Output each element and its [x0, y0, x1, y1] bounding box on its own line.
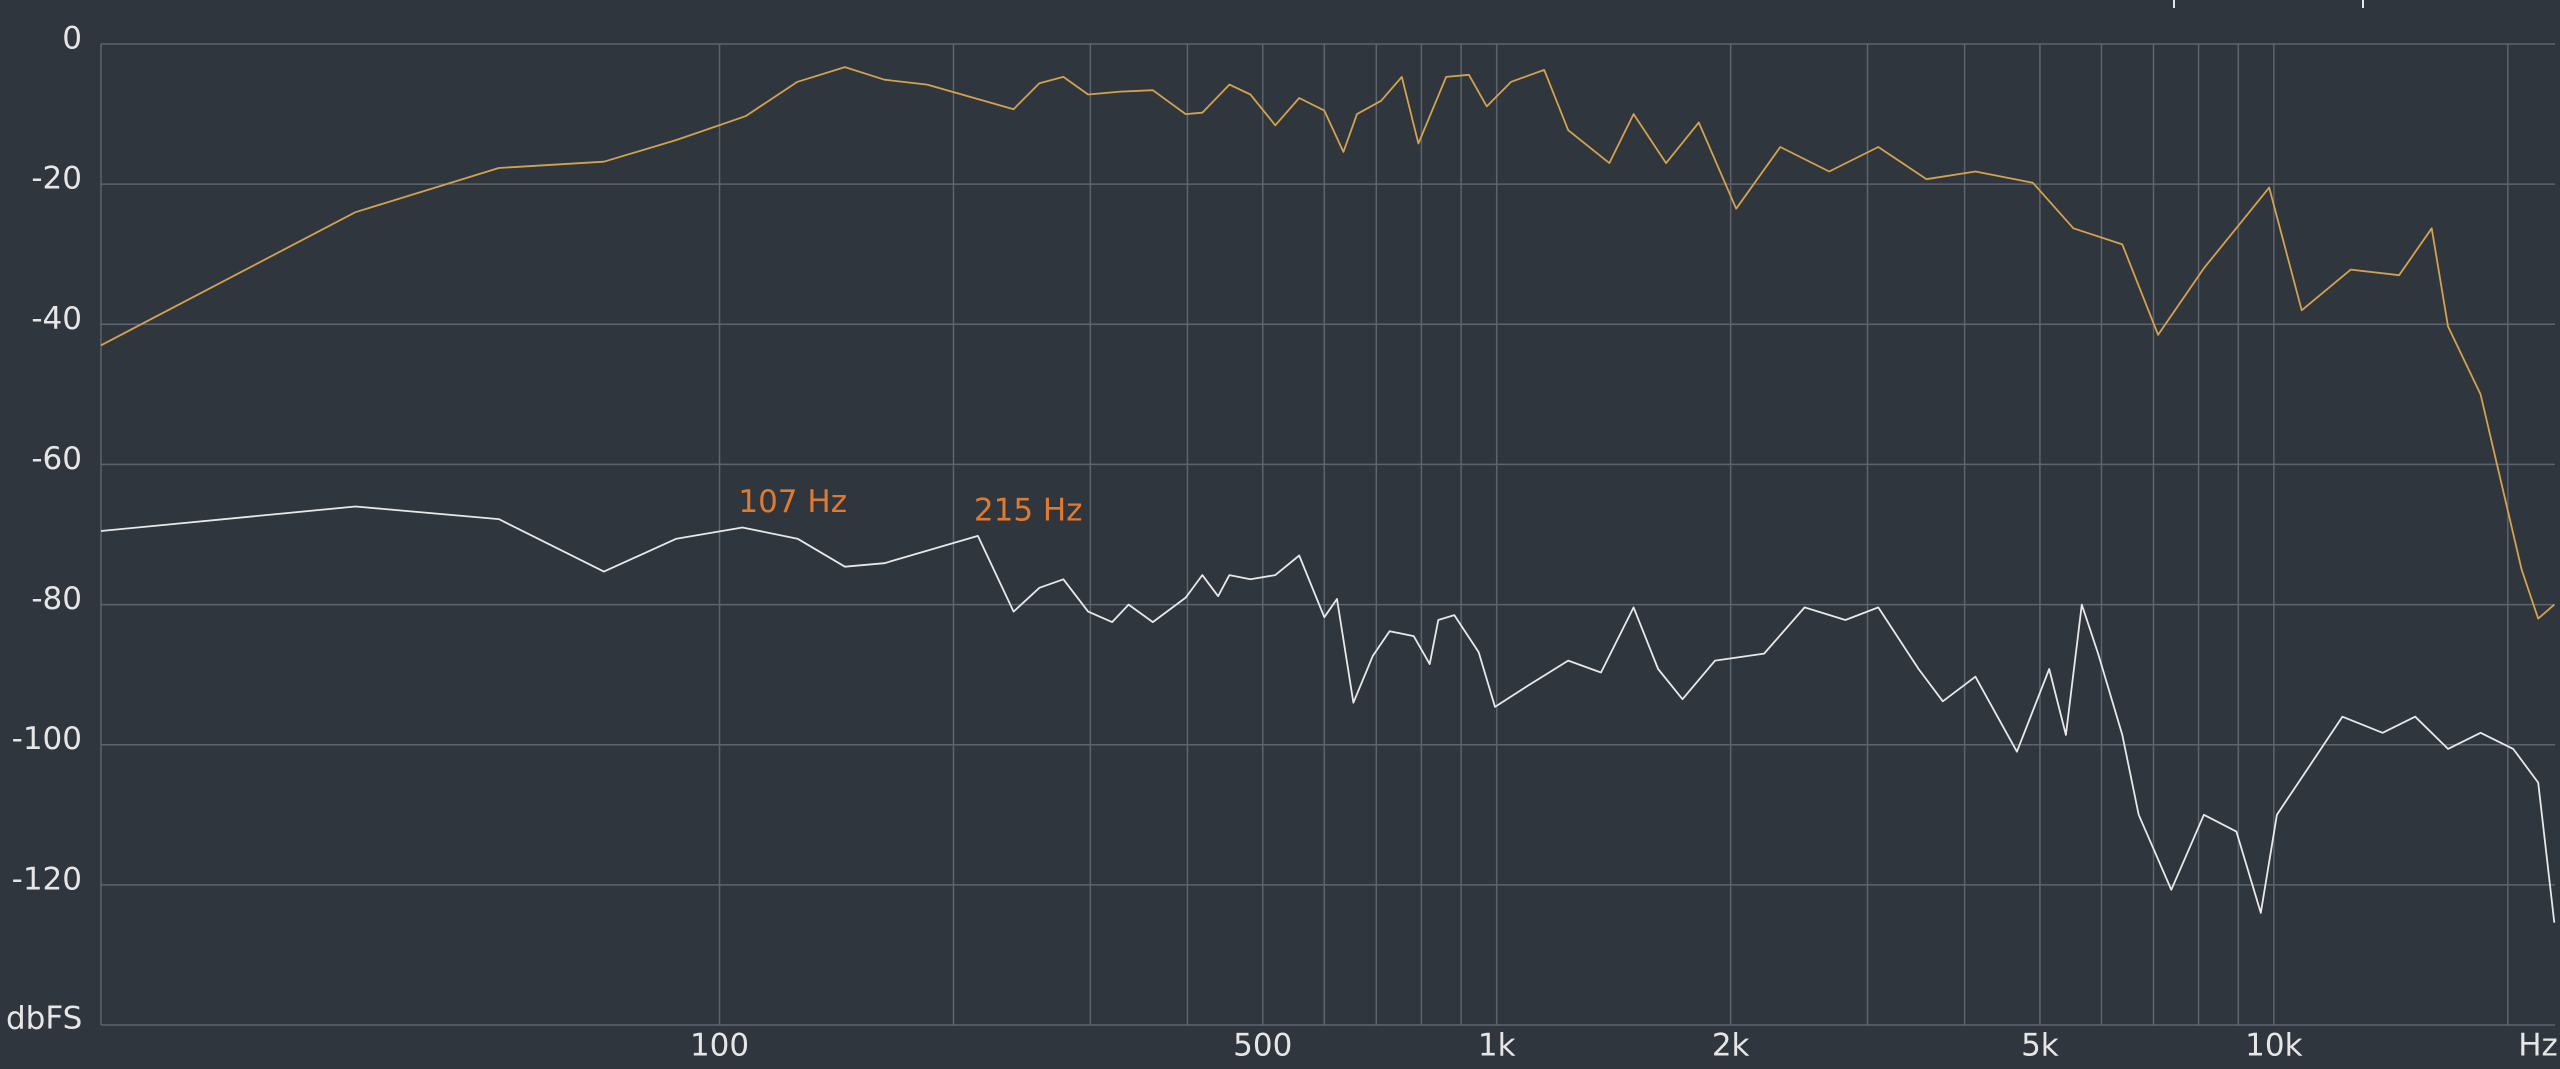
x-tick-label: 1k: [1478, 1028, 1516, 1064]
y-tick-label: -120: [12, 861, 82, 897]
x-tick-label: 10k: [2245, 1028, 2302, 1064]
x-tick-label: 5k: [2021, 1028, 2059, 1064]
y-axis-label: dbFS: [6, 1001, 82, 1037]
spectrum-line: [100, 505, 2556, 923]
peak-annotation: 215 Hz: [974, 492, 1083, 528]
y-tick-label: -20: [31, 161, 82, 197]
y-tick-label: -40: [31, 301, 82, 337]
spectrum-line: [100, 66, 2555, 620]
y-tick-label: -100: [12, 721, 82, 757]
y-tick-label: 0: [62, 21, 82, 57]
y-tick-label: -60: [31, 441, 82, 477]
x-tick-label: 100: [690, 1028, 749, 1064]
peak-annotation: 107 Hz: [738, 484, 847, 520]
x-tick-label: 2k: [1712, 1028, 1750, 1064]
x-tick-label: 500: [1233, 1028, 1292, 1064]
y-tick-label: -80: [31, 581, 82, 617]
x-axis-label: Hz: [2518, 1028, 2558, 1064]
